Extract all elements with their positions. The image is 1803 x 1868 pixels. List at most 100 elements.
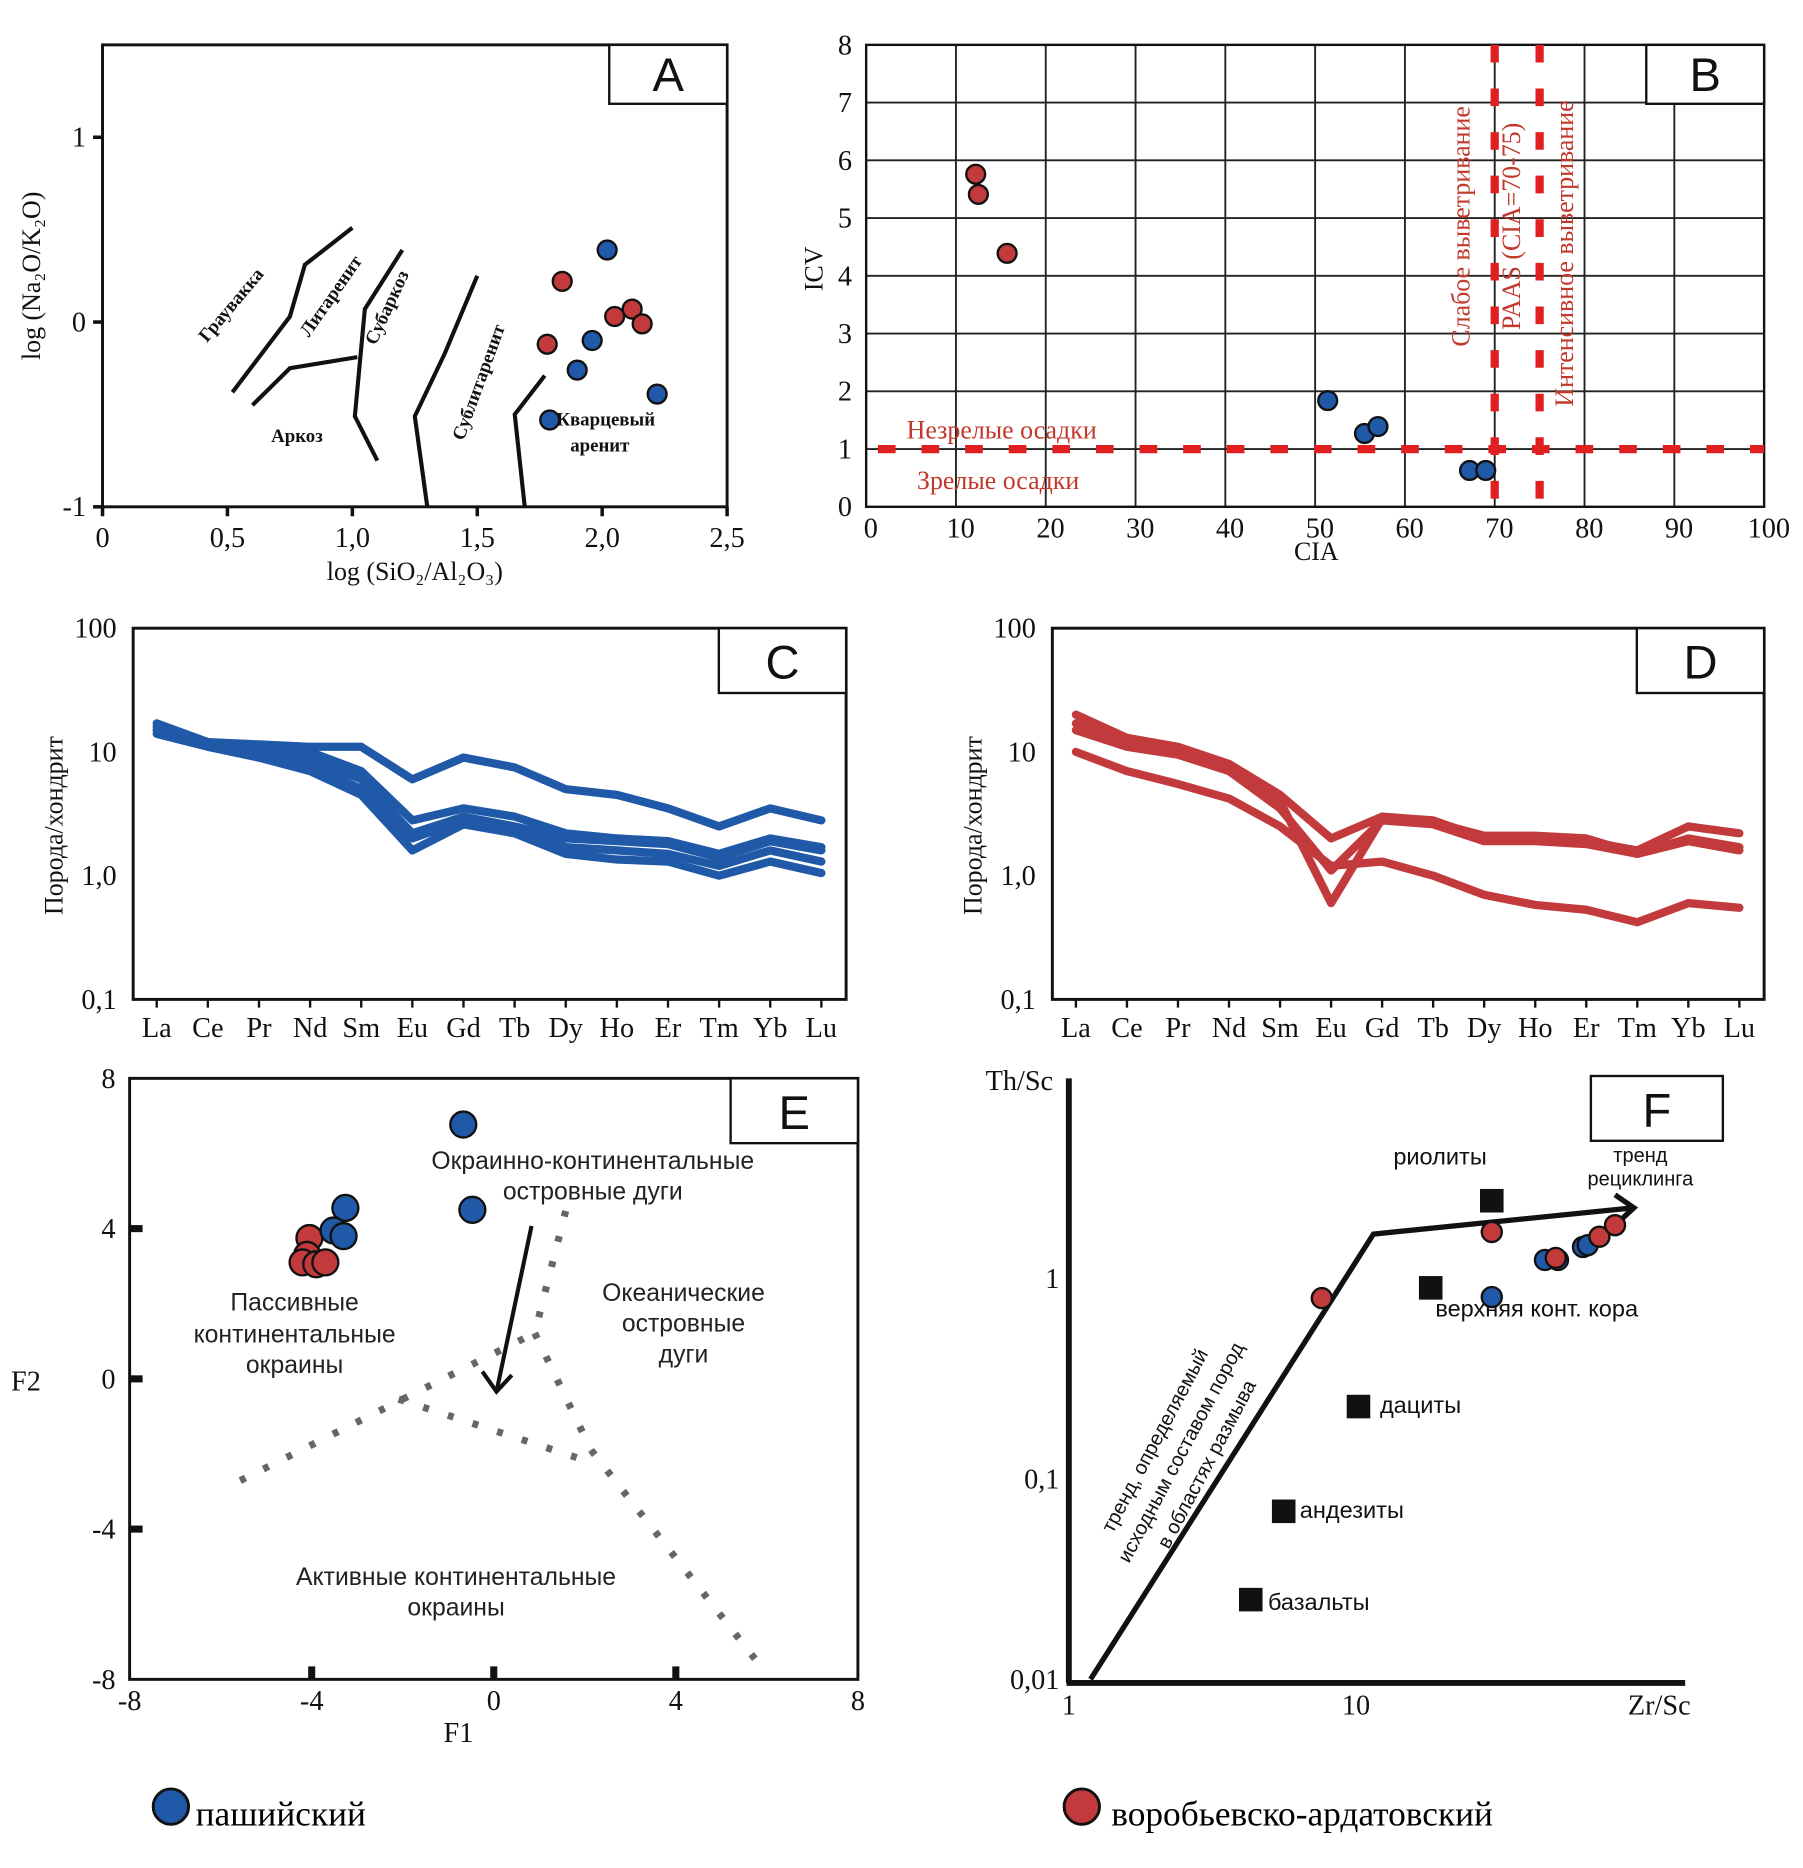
y-tick-label: 10 xyxy=(1008,737,1036,768)
y-tick-label: 0,1 xyxy=(1000,985,1035,1016)
y-axis-title: F2 xyxy=(11,1367,41,1398)
chart-b: 0 10 20 30 40 50 60 70 80 90 100 0 1 2 3 4 5 6 7 8 B Незрелые… xyxy=(800,30,1790,566)
y-tick-label: 0 xyxy=(838,492,852,523)
reference-rock-marker xyxy=(1271,1499,1296,1524)
ree-pattern-line xyxy=(1071,747,1744,927)
y-tick xyxy=(129,1375,143,1383)
label-immature: Незрелые осадки xyxy=(907,415,1097,444)
y-tick-label: 0,1 xyxy=(81,985,116,1016)
legend-marker-pashiysky xyxy=(151,1787,191,1826)
data-point xyxy=(1310,1286,1333,1310)
y-tick-label: 1,0 xyxy=(1000,861,1035,892)
arrow-head-icon xyxy=(480,1370,514,1395)
x-tick-label: Nd xyxy=(1212,1013,1247,1044)
y-tick xyxy=(129,1525,143,1533)
x-tick-label: 4 xyxy=(669,1686,683,1717)
x-tick-label: Gd xyxy=(1365,1013,1400,1044)
x-tick-label: 2,5 xyxy=(709,523,744,554)
data-point xyxy=(1367,415,1389,438)
y-axis-title: Th/Sc xyxy=(986,1066,1054,1097)
panel-label: B xyxy=(1689,48,1720,101)
trend-arrow xyxy=(494,1225,534,1393)
panel-label-box xyxy=(608,43,729,105)
x-tick-label: Dy xyxy=(548,1013,583,1044)
label-paas: PAAS (CIA=70-75) xyxy=(1497,123,1526,330)
y-tick xyxy=(129,1225,143,1233)
y-tick-label: 7 xyxy=(838,88,852,119)
x-axis-title: log (SiO₂/Al₂O₃) xyxy=(327,557,503,586)
y-tick-label: 1 xyxy=(838,435,852,466)
data-point xyxy=(604,305,626,328)
y-tick-label: 1,0 xyxy=(81,861,116,892)
x-tick-label: Ho xyxy=(600,1013,635,1044)
field-label: аренит xyxy=(570,435,630,456)
x-tick-label: 80 xyxy=(1575,513,1603,544)
plot-frame xyxy=(864,43,1766,508)
data-point xyxy=(967,183,989,206)
chart-d: D 0,1 1,0 10 100 La Ce Pr Nd Sm Eu Gd Tb Dy Ho Er Tm Yb Lu… xyxy=(959,614,1766,1044)
x-tick-label: 1,5 xyxy=(460,523,495,554)
x-tick-label: 8 xyxy=(851,1686,865,1717)
x-tick-label: 10 xyxy=(1342,1691,1370,1722)
y-tick-label: 0 xyxy=(72,307,86,338)
reference-rock-marker xyxy=(1346,1394,1371,1419)
y-axis-title: Порода/хондрит xyxy=(39,736,68,915)
panel-label: A xyxy=(652,48,684,101)
data-point xyxy=(646,383,668,405)
y-tick-label: 0,1 xyxy=(1024,1464,1059,1495)
x-tick-label: Pr xyxy=(246,1013,272,1044)
field-label: окраины xyxy=(407,1595,504,1622)
x-tick-label: 70 xyxy=(1485,513,1513,544)
label-weak-weathering: Слабое выветривание xyxy=(1447,106,1476,346)
chart-a: A 0 0,5 1,0 1,5 2,0 2,5 -1 0 1 log (SiO₂/Al₂O₃) log… xyxy=(17,43,745,586)
reference-rock-label: верхняя конт. кора xyxy=(1435,1295,1639,1321)
recycling-label: рециклинга xyxy=(1587,1169,1694,1191)
reference-rock-marker xyxy=(1479,1188,1504,1213)
x-tick-label: Lu xyxy=(806,1013,837,1044)
x-tick-label: Sm xyxy=(342,1013,380,1044)
ree-pattern-line xyxy=(1071,726,1744,875)
y-tick-label: 8 xyxy=(838,30,852,61)
y-tick-label: -8 xyxy=(92,1665,116,1696)
x-tick-label: Tb xyxy=(1417,1013,1448,1044)
data-point xyxy=(449,1110,478,1139)
panel-label-box xyxy=(729,1077,860,1145)
x-tick-label: Yb xyxy=(753,1013,788,1044)
data-point xyxy=(1317,389,1339,412)
legend: пашийский воробьевско-ардатовский xyxy=(151,1787,1493,1833)
field-label: Граувакка xyxy=(195,264,269,347)
y-tick-label: 6 xyxy=(838,146,852,177)
panel-label: F xyxy=(1642,1084,1671,1137)
label-mature: Зрелые осадки xyxy=(917,466,1079,495)
field-boundary xyxy=(531,1331,595,1452)
field-boundary xyxy=(397,1395,587,1464)
field-boundary xyxy=(238,1329,537,1484)
legend-marker-vorobyevsko xyxy=(1062,1787,1101,1826)
panel-label-box xyxy=(1645,43,1766,105)
x-tick-label: Eu xyxy=(1315,1013,1346,1044)
field-label: Сублитаренит xyxy=(449,321,511,443)
recycling-label: тренд xyxy=(1613,1145,1667,1167)
data-point xyxy=(311,1248,340,1277)
x-tick xyxy=(490,1666,498,1680)
plot-frame xyxy=(1050,626,1766,1001)
data-point xyxy=(329,1221,358,1251)
field-label: Океанические xyxy=(602,1280,765,1307)
x-tick-label: 50 xyxy=(1306,513,1334,544)
data-point xyxy=(996,242,1018,264)
panel-label-box xyxy=(717,627,848,695)
reference-rock-marker xyxy=(1238,1587,1263,1612)
x-tick-label: Lu xyxy=(1724,1013,1755,1044)
x-tick-label: Nd xyxy=(293,1013,328,1044)
field-boundary xyxy=(230,226,354,394)
y-tick-label: 100 xyxy=(993,614,1035,645)
data-point xyxy=(581,329,603,352)
field-label: континентальные xyxy=(194,1321,396,1348)
x-tick-label: 90 xyxy=(1665,513,1693,544)
y-tick-label: 100 xyxy=(74,614,116,645)
field-boundary xyxy=(588,1448,770,1677)
field-label: Субаркоз xyxy=(361,267,414,348)
reference-rock-label: дациты xyxy=(1380,1392,1461,1418)
data-point xyxy=(536,333,558,355)
